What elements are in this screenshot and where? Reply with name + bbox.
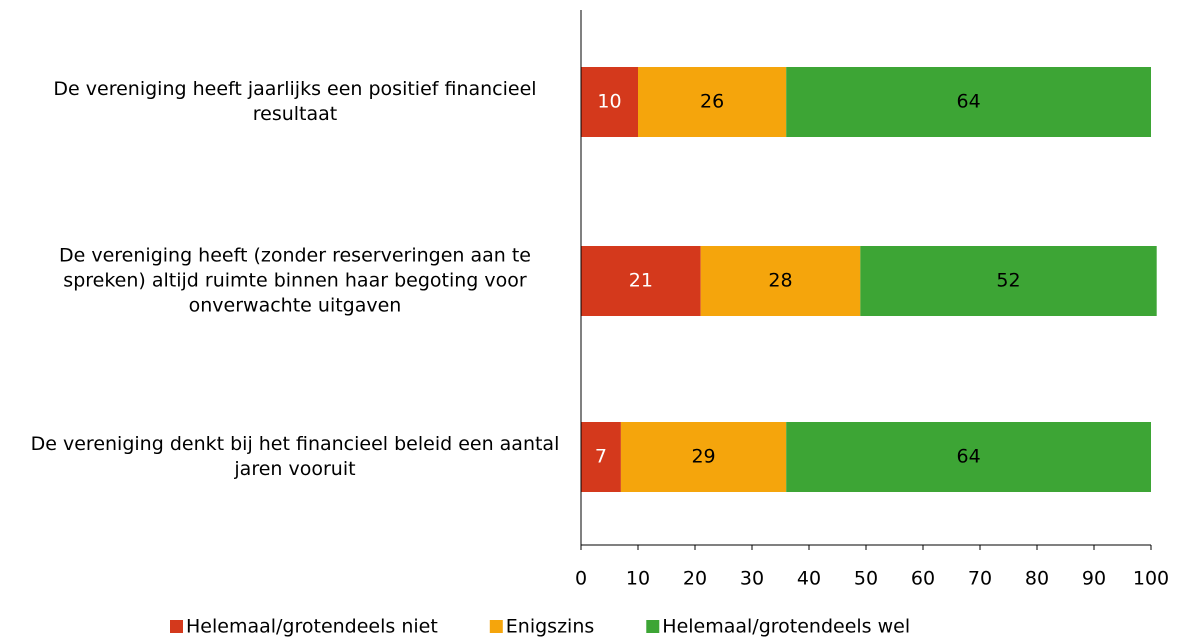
data-label: 28 <box>768 270 792 292</box>
x-tick-label: 80 <box>1025 568 1049 590</box>
data-label: 64 <box>957 446 981 468</box>
data-label: 26 <box>700 91 724 113</box>
legend-label: Helemaal/grotendeels wel <box>662 616 910 638</box>
data-label: 21 <box>629 270 653 292</box>
legend-swatch <box>170 620 183 633</box>
bar-segment <box>638 67 787 137</box>
x-tick-label: 20 <box>683 568 707 590</box>
x-tick-label: 90 <box>1082 568 1106 590</box>
bar-segment <box>581 246 701 316</box>
x-tick-label: 70 <box>968 568 992 590</box>
legend-swatch <box>646 620 660 633</box>
bar-segment <box>860 246 1157 316</box>
category-label: De vereniging heeft jaarlijks een positi… <box>53 78 537 125</box>
x-tick-label: 60 <box>911 568 935 590</box>
bar-segment <box>581 422 621 492</box>
data-label: 29 <box>691 446 715 468</box>
data-label: 10 <box>597 91 621 113</box>
x-tick-label: 50 <box>854 568 878 590</box>
category-label: De vereniging heeft (zonder reserveringe… <box>59 244 531 317</box>
legend-label: Helemaal/grotendeels niet <box>186 616 438 638</box>
legend-label: Enigszins <box>506 616 594 638</box>
x-tick-label: 40 <box>797 568 821 590</box>
bar-segment <box>786 67 1151 137</box>
x-tick-label: 30 <box>740 568 764 590</box>
data-label: 64 <box>957 91 981 113</box>
category-label: De vereniging denkt bij het financieel b… <box>30 433 560 480</box>
bar-segment <box>581 67 638 137</box>
bar-segment <box>786 422 1151 492</box>
bar-segment <box>700 246 861 316</box>
x-tick-label: 100 <box>1133 568 1169 590</box>
data-label: 7 <box>595 446 607 468</box>
x-tick-label: 10 <box>626 568 650 590</box>
x-tick-label: 0 <box>575 568 587 590</box>
bar-segment <box>620 422 787 492</box>
data-label: 52 <box>996 270 1020 292</box>
legend-swatch <box>489 620 503 633</box>
